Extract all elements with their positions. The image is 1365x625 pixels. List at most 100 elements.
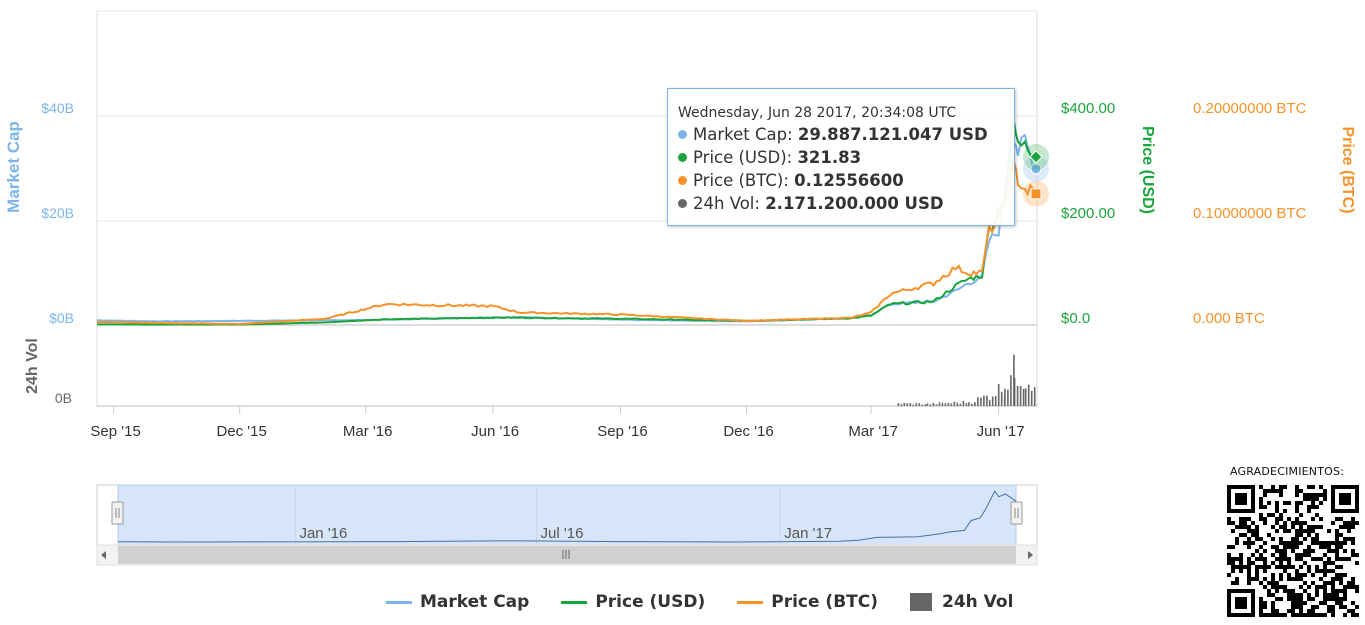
legend-item-market-cap[interactable]: Market Cap [386, 592, 529, 612]
x-tick-label: Mar '17 [848, 423, 898, 440]
tooltip-row-price-usd: Price (USD): 321.83 [678, 146, 1004, 169]
volume-bar [909, 403, 912, 406]
x-tick-label: Sep '15 [90, 423, 140, 440]
navigator-tick-label: Jan '17 [784, 525, 832, 542]
volume-bar [924, 404, 927, 406]
series-dot-icon [678, 153, 687, 162]
hover-marker [1029, 150, 1043, 164]
line-swatch-icon [737, 600, 764, 604]
volume-bar [1000, 391, 1003, 406]
navigator-tick-label: Jul '16 [541, 525, 584, 542]
series-line-price-btc [96, 156, 1037, 326]
tick-btc-020: 0.20000000 BTC [1193, 100, 1307, 117]
volume-bar [988, 400, 991, 406]
volume-bar [956, 402, 959, 406]
volume-bar [959, 403, 962, 406]
x-tick-label: Dec '15 [216, 423, 266, 440]
volume-bar [918, 403, 921, 406]
legend-item-price-usd[interactable]: Price (USD) [561, 592, 705, 612]
volume-bar [906, 403, 909, 406]
volume-bar [935, 404, 938, 406]
scroll-left-arrow-icon[interactable] [101, 551, 106, 559]
line-swatch-icon [561, 600, 588, 604]
chart-legend: Market Cap Price (USD) Price (BTC) 24h V… [386, 590, 1045, 614]
volume-bar [1007, 389, 1009, 406]
axis-title-price-usd: Price (USD) [1139, 126, 1156, 214]
tick-mcap-20b: $20B [41, 205, 74, 221]
x-tick-label: Jun '17 [977, 423, 1025, 440]
hover-markers [1023, 143, 1049, 207]
navigator-tick-label: Jan '16 [299, 525, 347, 542]
volume-bar [994, 396, 997, 406]
legend-item-price-btc[interactable]: Price (BTC) [737, 592, 878, 612]
volume-bar [1019, 386, 1022, 406]
volume-bar [983, 395, 985, 406]
scroll-right-arrow-icon[interactable] [1028, 551, 1033, 559]
tick-vol-0b: 0B [55, 390, 72, 406]
volume-bar [915, 403, 918, 406]
tick-mcap-40b: $40B [41, 100, 74, 116]
navigator[interactable]: Jan '16 Jul '16 Jan '17 [96, 484, 1038, 546]
volume-bar [897, 403, 900, 406]
volume-bar [986, 395, 988, 406]
chart-tooltip: Wednesday, Jun 28 2017, 20:34:08 UTC Mar… [667, 88, 1015, 226]
volume-bar [1030, 390, 1033, 406]
hover-marker [1030, 188, 1042, 200]
volume-bar [903, 402, 906, 406]
hover-marker [1030, 163, 1042, 175]
x-tick-label: Mar '16 [343, 423, 393, 440]
scrollbar-thumb[interactable] [118, 546, 1016, 564]
x-axis: Sep '15 Dec '15 Mar '16 Jun '16 Sep '16 Dec '… [90, 406, 1025, 440]
volume-bar [1033, 387, 1036, 406]
volume-bar [950, 403, 953, 406]
tick-usd-0: $0.0 [1061, 310, 1090, 327]
volume-bar [953, 401, 956, 406]
volume-bar [938, 402, 941, 406]
volume-bar [974, 402, 976, 406]
box-swatch-icon [910, 593, 932, 611]
tick-usd-200: $200.00 [1061, 205, 1115, 222]
tick-btc-0: 0.000 BTC [1193, 310, 1265, 327]
volume-bar [947, 403, 950, 406]
volume-bar [991, 396, 994, 406]
x-tick-label: Dec '16 [723, 423, 773, 440]
volume-bar [980, 397, 982, 406]
volume-bar [962, 401, 965, 406]
navigator-handle-right[interactable] [1010, 501, 1023, 525]
tick-btc-010: 0.10000000 BTC [1193, 205, 1307, 222]
volume-bar [900, 404, 903, 406]
volume-bars [897, 354, 1036, 406]
volume-bar [968, 402, 970, 406]
tick-usd-400: $400.00 [1061, 100, 1115, 117]
axis-title-volume: 24h Vol [24, 338, 41, 394]
volume-bar [1027, 384, 1030, 406]
x-tick-label: Jun '16 [471, 423, 519, 440]
tooltip-row-market-cap: Market Cap: 29.887.121.047 USD [678, 123, 1004, 146]
volume-bar [932, 402, 935, 406]
series-dot-icon [678, 176, 687, 185]
tooltip-date: Wednesday, Jun 28 2017, 20:34:08 UTC [678, 105, 957, 121]
volume-bar [1010, 375, 1012, 406]
volume-bar [929, 404, 932, 406]
volume-bar [921, 404, 924, 406]
volume-bar [965, 403, 968, 406]
legend-item-volume[interactable]: 24h Vol [910, 592, 1013, 612]
volume-bar [926, 403, 929, 406]
x-tick-label: Sep '16 [597, 423, 647, 440]
line-swatch-icon [386, 600, 412, 604]
volume-bar [977, 397, 979, 406]
volume-bar [941, 402, 944, 406]
axis-title-price-btc: Price (BTC) [1339, 126, 1356, 213]
volume-bar [912, 404, 915, 406]
scrollbar[interactable] [96, 544, 1038, 566]
volume-bar [1022, 388, 1025, 406]
tick-mcap-0b: $0B [49, 310, 74, 326]
series-dot-icon [678, 199, 687, 208]
volume-bar [1013, 377, 1016, 406]
navigator-handle-left[interactable] [111, 501, 124, 525]
tooltip-row-price-btc: Price (BTC): 0.12556600 [678, 169, 1004, 192]
navigator-selection[interactable] [117, 484, 1017, 546]
series-line-price-usd [97, 119, 1037, 326]
volume-bar [1004, 388, 1006, 406]
